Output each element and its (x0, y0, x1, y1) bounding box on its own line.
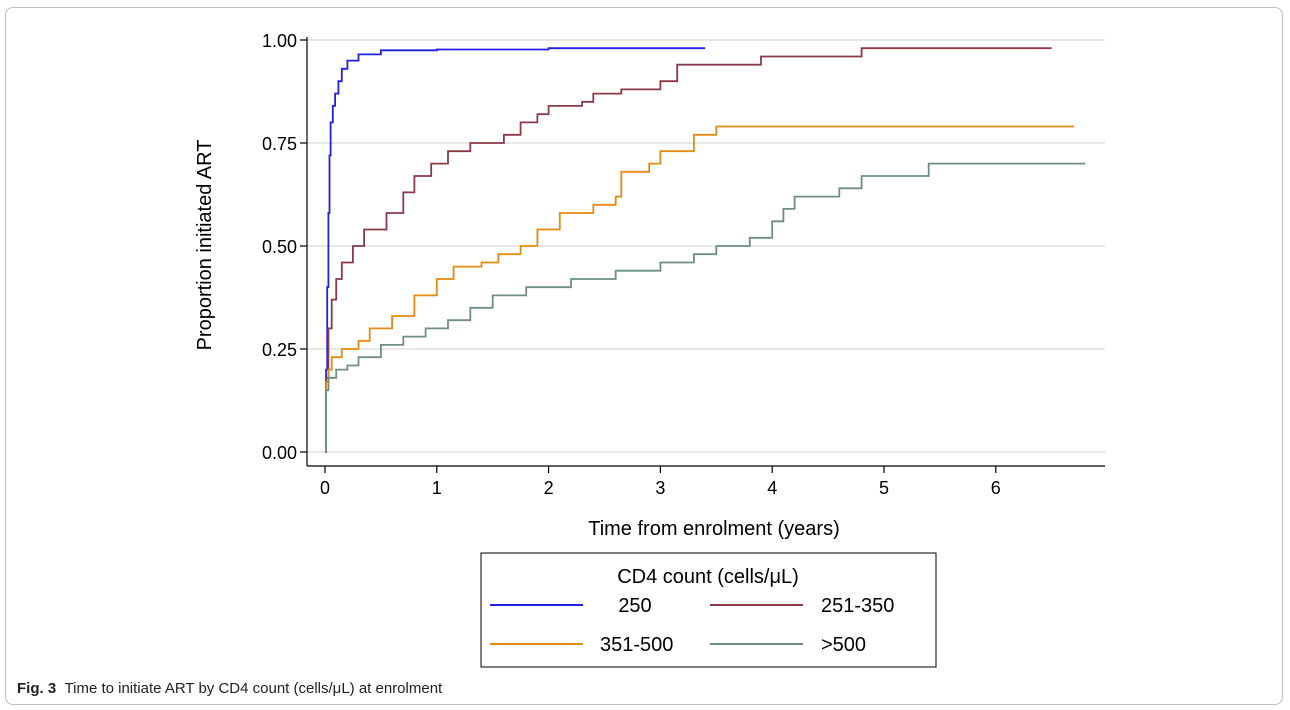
legend-label: 251-350 (821, 595, 894, 617)
x-tick-label: 0 (320, 478, 330, 498)
caption-text: Time to initiate ART by CD4 count (cells… (64, 680, 443, 697)
legend-title: CD4 count (cells/μL) (617, 566, 799, 588)
x-tick-labels: 0 1 2 3 4 5 6 (320, 478, 1001, 498)
legend-items: 250 251-350 351-500 >500 (490, 595, 894, 656)
legend-label: >500 (821, 634, 866, 656)
y-axis-label: Proportion initiated ART (194, 140, 216, 351)
figure-number: Fig. 3 (17, 680, 57, 697)
series-line (325, 47, 706, 453)
series-line (325, 125, 1075, 453)
legend-label: 351-500 (600, 634, 673, 656)
x-tick-label: 1 (432, 478, 442, 498)
figure-caption: Fig. 3 Time to initiate ART by CD4 count… (17, 680, 442, 697)
y-tick-label: 1.00 (262, 31, 297, 51)
legend: CD4 count (cells/μL) 250 251-350 351-500 >5… (480, 552, 937, 668)
y-tick-label: 0.25 (262, 340, 297, 360)
x-tick-label: 4 (767, 478, 777, 498)
series-line (325, 162, 1086, 453)
x-axis-label: Time from enrolment (years) (588, 518, 840, 540)
y-tick-label: 0.00 (262, 443, 297, 463)
x-tick-label: 6 (991, 478, 1001, 498)
gridlines (307, 39, 1105, 453)
y-tick-labels: 0.00 0.25 0.50 0.75 1.00 (262, 31, 297, 463)
y-tick-label: 0.50 (262, 237, 297, 257)
x-tick-label: 2 (544, 478, 554, 498)
legend-box (480, 552, 937, 668)
series-lines (325, 47, 1086, 453)
x-tick-label: 5 (879, 478, 889, 498)
axes (300, 37, 1105, 473)
series-line (325, 47, 1052, 453)
y-tick-label: 0.75 (262, 134, 297, 154)
x-tick-label: 3 (655, 478, 665, 498)
legend-label: 250 (618, 595, 651, 617)
